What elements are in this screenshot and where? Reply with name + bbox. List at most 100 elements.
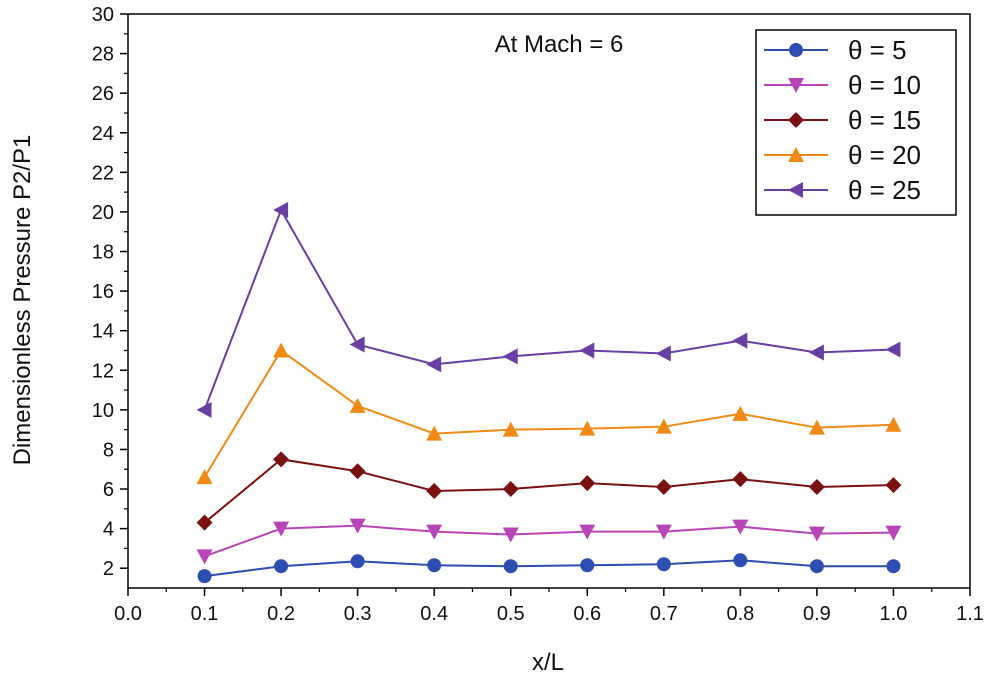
x-tick-label: 0.2 <box>267 603 295 625</box>
data-point <box>196 549 213 565</box>
series-3 <box>196 451 902 531</box>
y-tick-label: 26 <box>92 83 114 105</box>
data-point <box>426 356 442 373</box>
y-tick-label: 16 <box>92 281 114 303</box>
legend-marker <box>788 182 803 198</box>
y-tick-label: 18 <box>92 242 114 264</box>
data-point <box>655 524 672 540</box>
data-point <box>349 397 366 413</box>
series-5 <box>196 201 901 418</box>
data-point <box>733 553 748 568</box>
data-point <box>655 345 671 362</box>
series-2 <box>196 518 902 565</box>
data-point <box>196 514 213 531</box>
y-tick-label: 24 <box>92 123 114 145</box>
y-tick-label: 8 <box>103 439 114 461</box>
x-tick-label: 0.5 <box>497 603 525 625</box>
y-tick-label: 4 <box>103 519 114 541</box>
y-tick-label: 12 <box>92 360 114 382</box>
series-line <box>204 559 894 578</box>
x-tick-label: 0.9 <box>803 603 831 625</box>
data-point <box>732 405 749 421</box>
series-line <box>204 524 894 558</box>
data-point <box>426 524 443 540</box>
data-point <box>349 336 365 353</box>
series-1 <box>197 553 901 584</box>
data-point <box>427 558 442 573</box>
data-point <box>732 519 749 535</box>
data-point <box>885 477 902 494</box>
x-tick-label: 0.0 <box>114 603 142 625</box>
series-4 <box>196 342 902 485</box>
data-point <box>886 559 901 574</box>
data-point <box>503 559 518 574</box>
y-tick-label: 20 <box>92 202 114 224</box>
data-point <box>655 479 672 496</box>
data-point <box>197 569 212 584</box>
axes: 0.0 0.1 0.2 0.3 0.4 0.5 0.6 0.7 0.8 0.9 1.0 1.12468… <box>92 4 984 625</box>
data-point <box>274 559 289 574</box>
series-line <box>203 458 894 524</box>
data-point <box>885 416 902 432</box>
data-point <box>273 521 290 537</box>
data-point <box>579 524 596 540</box>
data-point <box>579 475 596 492</box>
data-point <box>580 558 595 573</box>
data-point <box>426 425 443 441</box>
legend-box <box>755 29 957 216</box>
y-tick-label: 22 <box>92 162 114 184</box>
data-point <box>273 201 289 218</box>
data-point <box>656 557 671 572</box>
y-tick-label: 2 <box>103 558 114 580</box>
legend-marker <box>788 78 804 93</box>
x-tick-label: 1.0 <box>880 603 908 625</box>
legend-marker <box>788 147 804 162</box>
y-tick-label: 6 <box>103 479 114 501</box>
y-tick-label: 28 <box>92 44 114 66</box>
data-point <box>273 451 290 468</box>
legend-marker <box>789 43 803 57</box>
data-point <box>502 481 519 498</box>
series-line <box>203 349 894 478</box>
data-point <box>196 401 212 418</box>
legend-label: θ = 20 <box>848 140 921 170</box>
annotation-text: At Mach = 6 <box>495 31 624 58</box>
x-tick-label: 0.1 <box>191 603 219 625</box>
data-point <box>579 420 596 436</box>
data-point <box>502 421 519 437</box>
x-tick-label: 1.1 <box>956 603 984 625</box>
data-point <box>732 471 749 488</box>
data-point <box>732 332 748 349</box>
data-point <box>808 419 825 435</box>
data-point <box>655 418 672 434</box>
x-tick-label: 0.6 <box>573 603 601 625</box>
data-point <box>196 469 213 485</box>
series-line <box>203 207 894 411</box>
legend: θ = 5 θ = 10 θ = 15 θ = 20 θ = 25 <box>755 29 957 216</box>
x-tick-label: 0.8 <box>726 603 754 625</box>
data-point <box>350 554 365 569</box>
legend-label: θ = 25 <box>848 175 921 205</box>
data-point <box>885 341 901 358</box>
series-layer <box>196 201 902 584</box>
legend-label: θ = 15 <box>848 105 921 135</box>
data-point <box>808 344 824 361</box>
x-tick-label: 0.4 <box>420 603 448 625</box>
y-axis-title: Dimensionless Pressure P2/P1 <box>9 135 36 466</box>
data-point <box>808 479 825 496</box>
data-point <box>502 527 519 543</box>
data-point <box>349 463 366 480</box>
data-point <box>808 526 825 542</box>
x-axis-title: x/L <box>532 649 564 676</box>
y-tick-label: 14 <box>92 321 114 343</box>
data-point <box>809 559 824 574</box>
data-point <box>349 518 366 534</box>
data-point <box>502 348 518 365</box>
data-point <box>273 342 290 358</box>
data-point <box>426 483 443 500</box>
legend-label: θ = 10 <box>848 70 921 100</box>
data-point <box>885 525 902 541</box>
y-tick-label: 10 <box>92 400 114 422</box>
data-point <box>579 342 595 359</box>
